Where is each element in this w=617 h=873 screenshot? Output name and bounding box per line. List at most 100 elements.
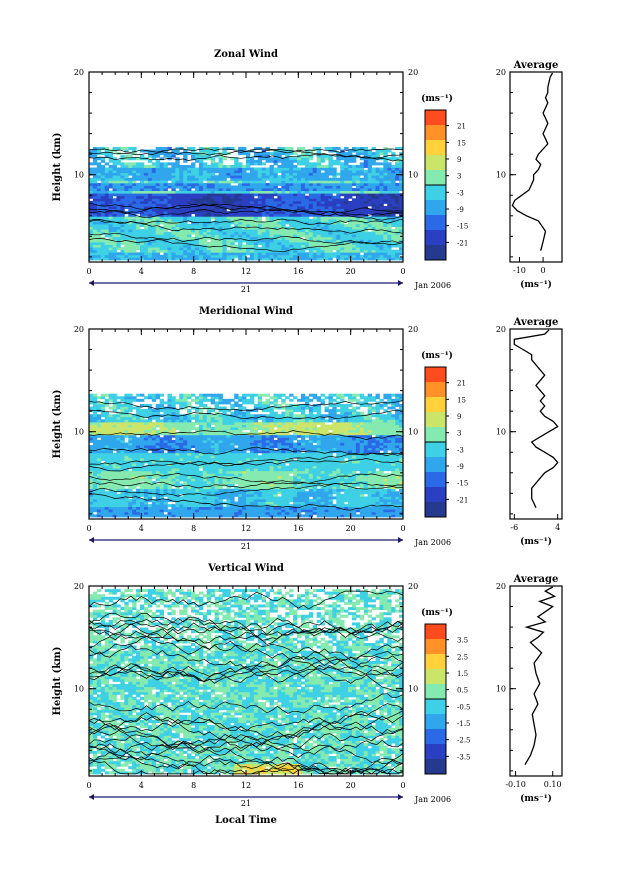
heatmap xyxy=(89,146,404,261)
colorbar-tick-label: -21 xyxy=(457,496,468,504)
y-tick-label-right: 10 xyxy=(408,171,418,180)
colorbar-swatch xyxy=(425,502,446,518)
contour-line xyxy=(88,664,404,683)
colorbar-swatch xyxy=(425,215,446,231)
average-y-tick-label: 10 xyxy=(496,428,506,437)
date-label: Jan 2006 xyxy=(414,538,451,547)
contour-line xyxy=(88,635,404,671)
average-y-tick-label: 10 xyxy=(496,685,506,694)
x-tick-label: 8 xyxy=(191,781,196,790)
average-y-tick-label: 20 xyxy=(496,325,506,334)
contour-line xyxy=(88,219,404,234)
colorbar-swatch xyxy=(425,170,446,186)
x-tick-label: 16 xyxy=(293,267,303,276)
y-tick-label: 20 xyxy=(74,582,84,591)
colorbar-swatch xyxy=(425,684,446,700)
contour-line xyxy=(88,238,404,253)
x-tick-label: 0 xyxy=(86,781,91,790)
day-axis-arrow-left xyxy=(89,794,94,800)
contour-line xyxy=(89,204,404,216)
day-axis-arrow-right xyxy=(398,794,403,800)
average-title: Average xyxy=(513,574,559,585)
x-tick-label: 4 xyxy=(139,267,144,276)
contour-line xyxy=(88,703,404,761)
average-profile-line xyxy=(524,586,557,766)
colorbar-tick-label: -1.5 xyxy=(457,720,471,728)
x-axis-label: Local Time xyxy=(215,815,277,826)
contour-line xyxy=(88,622,404,655)
average-x-tick-label: -6 xyxy=(510,523,518,532)
colorbar-swatch xyxy=(425,110,446,126)
panel-3: Vertical Wind 0 4 8 12 16 20 0 20 20 10 10 Height (k… xyxy=(52,563,563,826)
contour-line xyxy=(88,664,404,684)
average-profile-line xyxy=(511,72,554,251)
colorbar-tick-label: -15 xyxy=(457,480,468,488)
average-panel: Average 20 10 -10 0 (ms⁻¹) xyxy=(496,60,563,290)
contour-line xyxy=(88,202,404,221)
colorbar-tick-label: -9 xyxy=(457,463,464,471)
average-frame xyxy=(509,585,563,777)
average-panel: Average 20 10 -6 4(ms⁻¹) xyxy=(496,317,563,547)
day-axis-arrow-left xyxy=(89,280,94,286)
y-tick-label: 10 xyxy=(74,171,84,180)
y-tick-label: 10 xyxy=(74,428,84,437)
colorbar-tick-label: -15 xyxy=(457,223,468,231)
average-y-tick-label: 20 xyxy=(496,582,506,591)
colorbar-swatch xyxy=(425,654,446,670)
colorbar-tick-label: -3 xyxy=(457,189,464,197)
y-tick-label: 10 xyxy=(74,685,84,694)
x-tick-label: 12 xyxy=(241,524,251,533)
colorbar-tick-label: 1.5 xyxy=(457,670,468,678)
colorbar-swatch xyxy=(425,200,446,216)
panel-1: Zonal Wind 0 4 8 12 16 20 0 20 20 10 10 Height (km) 2… xyxy=(52,49,563,294)
average-frame xyxy=(509,71,563,263)
colorbar-tick-label: -21 xyxy=(457,239,468,247)
heatmap xyxy=(89,589,404,775)
colorbar-swatch xyxy=(425,185,446,201)
contour-line xyxy=(88,208,404,219)
colorbar-tick-label: -9 xyxy=(457,206,464,214)
contour-line xyxy=(88,710,404,732)
heatmap xyxy=(89,393,404,518)
colorbar-swatch xyxy=(425,412,446,428)
contour-line xyxy=(88,232,404,246)
colorbar-swatch xyxy=(425,155,446,171)
colorbar-tick-label: 15 xyxy=(457,139,466,147)
x-tick-label: 12 xyxy=(241,267,251,276)
colorbar-tick-label: -0.5 xyxy=(457,703,471,711)
colorbar-swatch xyxy=(425,487,446,503)
colorbar-swatch xyxy=(425,472,446,488)
y-tick-label-right: 20 xyxy=(408,68,418,77)
contour-lines xyxy=(88,399,404,511)
average-x-tick-label: 4 xyxy=(555,523,560,532)
average-profile-line xyxy=(513,329,559,508)
contour-lines xyxy=(88,148,404,253)
contour-line xyxy=(88,148,404,154)
average-frame xyxy=(509,328,563,520)
colorbar-swatch xyxy=(425,669,446,685)
average-y-tick-label: 20 xyxy=(496,68,506,77)
y-tick-label-right: 20 xyxy=(408,325,418,334)
colorbar-swatch xyxy=(425,457,446,473)
x-tick-label: 0 xyxy=(400,267,405,276)
average-x-label: (ms⁻¹) xyxy=(520,536,552,547)
colorbar-tick-label: -2.5 xyxy=(457,737,471,745)
average-x-tick-label: 0.10 xyxy=(544,780,562,789)
colorbar-swatch xyxy=(425,140,446,156)
y-axis-label: Height (km) xyxy=(52,390,63,459)
x-tick-label: 8 xyxy=(191,524,196,533)
average-title: Average xyxy=(513,317,559,328)
colorbar-swatch xyxy=(425,714,446,730)
contour-line xyxy=(88,430,404,440)
x-tick-label: 0 xyxy=(400,524,405,533)
x-tick-label: 20 xyxy=(346,267,356,276)
colorbar-swatch xyxy=(425,245,446,261)
contour-line xyxy=(88,645,404,673)
colorbar-swatch xyxy=(425,382,446,398)
day-label: 21 xyxy=(241,542,251,551)
date-label: Jan 2006 xyxy=(414,795,451,804)
colorbar-swatch xyxy=(425,624,446,640)
colorbar-tick-label: 21 xyxy=(457,123,466,131)
contour-line xyxy=(89,629,404,692)
colorbar-tick-label: -3.5 xyxy=(457,753,471,761)
